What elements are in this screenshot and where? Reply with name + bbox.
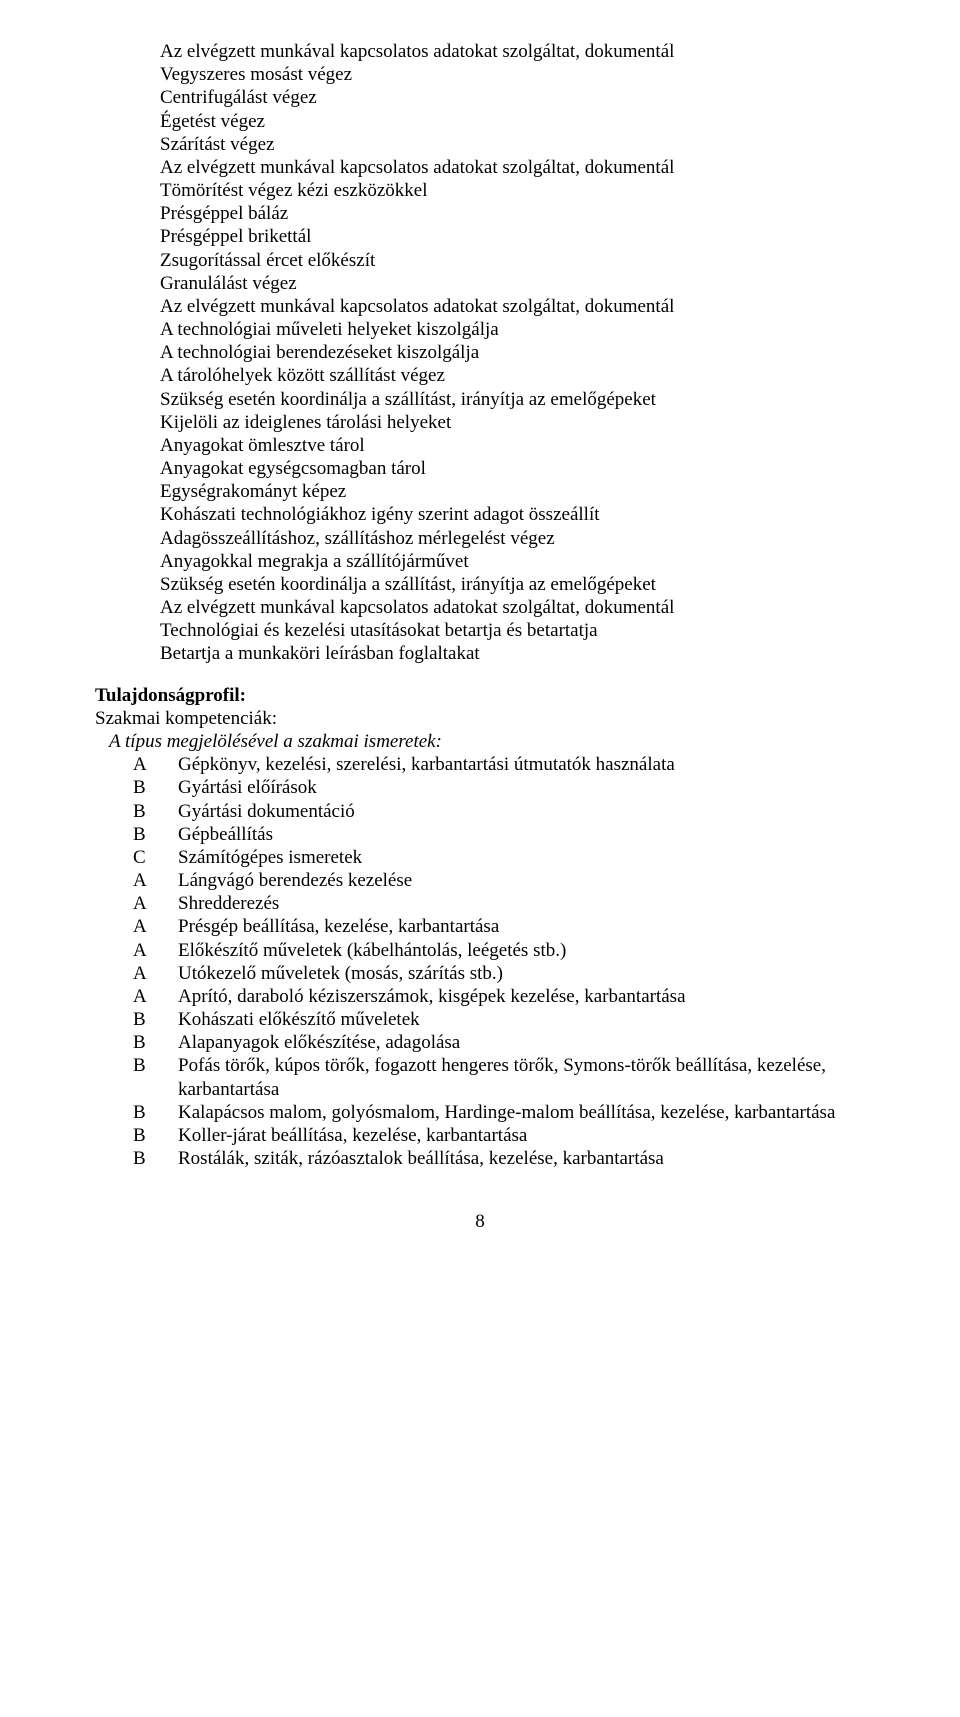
task-line: Anyagokat ömlesztve tárol [160, 434, 865, 457]
competency-text: Gyártási előírások [178, 776, 865, 799]
competency-row: BKohászati előkészítő műveletek [133, 1008, 865, 1031]
competency-text: Pofás törők, kúpos törők, fogazott henge… [178, 1054, 865, 1100]
task-line: Egységrakományt képez [160, 480, 865, 503]
task-line: A technológiai berendezéseket kiszolgálj… [160, 341, 865, 364]
task-line: Anyagokat egységcsomagban tárol [160, 457, 865, 480]
page-number: 8 [95, 1210, 865, 1233]
task-line: Szárítást végez [160, 133, 865, 156]
task-line: Kohászati technológiákhoz igény szerint … [160, 503, 865, 526]
competency-row: AUtókezelő műveletek (mosás, szárítás st… [133, 962, 865, 985]
competency-row: AGépkönyv, kezelési, szerelési, karbanta… [133, 753, 865, 776]
competency-letter: B [133, 1031, 178, 1054]
competency-text: Kohászati előkészítő műveletek [178, 1008, 865, 1031]
competency-text: Présgép beállítása, kezelése, karbantart… [178, 915, 865, 938]
competency-letter: B [133, 800, 178, 823]
task-line: Az elvégzett munkával kapcsolatos adatok… [160, 596, 865, 619]
document-page: Az elvégzett munkával kapcsolatos adatok… [0, 0, 960, 1273]
task-line: Technológiai és kezelési utasításokat be… [160, 619, 865, 642]
task-line: Adagösszeállításhoz, szállításhoz mérleg… [160, 527, 865, 550]
competency-text: Koller-járat beállítása, kezelése, karba… [178, 1124, 865, 1147]
sub-heading: Szakmai kompetenciák: [95, 707, 865, 730]
competency-letter: B [133, 776, 178, 799]
task-line: Granulálást végez [160, 272, 865, 295]
competency-row: AShredderezés [133, 892, 865, 915]
competency-text: Kalapácsos malom, golyósmalom, Hardinge-… [178, 1101, 865, 1124]
competency-row: BRostálák, sziták, rázóasztalok beállítá… [133, 1147, 865, 1170]
task-line: A technológiai műveleti helyeket kiszolg… [160, 318, 865, 341]
competency-row: BGépbeállítás [133, 823, 865, 846]
italic-heading: A típus megjelölésével a szakmai ismeret… [109, 730, 865, 753]
competency-letter: B [133, 823, 178, 846]
competency-letter: A [133, 939, 178, 962]
task-line: Centrifugálást végez [160, 86, 865, 109]
competency-row: ALángvágó berendezés kezelése [133, 869, 865, 892]
task-line: Betartja a munkaköri leírásban foglaltak… [160, 642, 865, 665]
competency-row: BGyártási előírások [133, 776, 865, 799]
task-list-block: Az elvégzett munkával kapcsolatos adatok… [160, 40, 865, 666]
competency-letter: B [133, 1124, 178, 1147]
competency-text: Gépkönyv, kezelési, szerelési, karbantar… [178, 753, 865, 776]
competency-letter: B [133, 1054, 178, 1077]
task-line: A tárolóhelyek között szállítást végez [160, 364, 865, 387]
task-line: Vegyszeres mosást végez [160, 63, 865, 86]
task-line: Anyagokkal megrakja a szállítójárművet [160, 550, 865, 573]
competency-letter: B [133, 1101, 178, 1124]
task-line: Az elvégzett munkával kapcsolatos adatok… [160, 295, 865, 318]
task-line: Szükség esetén koordinálja a szállítást,… [160, 573, 865, 596]
competency-letter: A [133, 985, 178, 1008]
competency-letter: A [133, 892, 178, 915]
competency-row: CSzámítógépes ismeretek [133, 846, 865, 869]
competency-row: AElőkészítő műveletek (kábelhántolás, le… [133, 939, 865, 962]
competency-text: Gyártási dokumentáció [178, 800, 865, 823]
task-line: Az elvégzett munkával kapcsolatos adatok… [160, 40, 865, 63]
competency-row: BKalapácsos malom, golyósmalom, Hardinge… [133, 1101, 865, 1124]
competency-letter: B [133, 1147, 178, 1170]
task-line: Égetést végez [160, 110, 865, 133]
competency-letter: A [133, 915, 178, 938]
competency-letter: C [133, 846, 178, 869]
competency-row: AAprító, daraboló kéziszerszámok, kisgép… [133, 985, 865, 1008]
competency-letter: A [133, 869, 178, 892]
competency-text: Alapanyagok előkészítése, adagolása [178, 1031, 865, 1054]
competency-text: Számítógépes ismeretek [178, 846, 865, 869]
competency-text: Rostálák, sziták, rázóasztalok beállítás… [178, 1147, 865, 1170]
competency-row: BAlapanyagok előkészítése, adagolása [133, 1031, 865, 1054]
competency-text: Shredderezés [178, 892, 865, 915]
task-line: Tömörítést végez kézi eszközökkel [160, 179, 865, 202]
competency-text: Utókezelő műveletek (mosás, szárítás stb… [178, 962, 865, 985]
competency-text: Lángvágó berendezés kezelése [178, 869, 865, 892]
competency-row: BGyártási dokumentáció [133, 800, 865, 823]
competency-row: BKoller-járat beállítása, kezelése, karb… [133, 1124, 865, 1147]
task-line: Szükség esetén koordinálja a szállítást,… [160, 388, 865, 411]
task-line: Az elvégzett munkával kapcsolatos adatok… [160, 156, 865, 179]
competency-text: Aprító, daraboló kéziszerszámok, kisgépe… [178, 985, 865, 1008]
task-line: Kijelöli az ideiglenes tárolási helyeket [160, 411, 865, 434]
competency-letter: B [133, 1008, 178, 1031]
competency-letter: A [133, 753, 178, 776]
competency-text: Gépbeállítás [178, 823, 865, 846]
competency-row: APrésgép beállítása, kezelése, karbantar… [133, 915, 865, 938]
competency-text: Előkészítő műveletek (kábelhántolás, leé… [178, 939, 865, 962]
competency-list: AGépkönyv, kezelési, szerelési, karbanta… [133, 753, 865, 1170]
task-line: Présgéppel brikettál [160, 225, 865, 248]
competency-letter: A [133, 962, 178, 985]
task-line: Zsugorítással ércet előkészít [160, 249, 865, 272]
competency-row: BPofás törők, kúpos törők, fogazott heng… [133, 1054, 865, 1100]
task-line: Présgéppel báláz [160, 202, 865, 225]
section-heading: Tulajdonságprofil: [95, 684, 865, 707]
